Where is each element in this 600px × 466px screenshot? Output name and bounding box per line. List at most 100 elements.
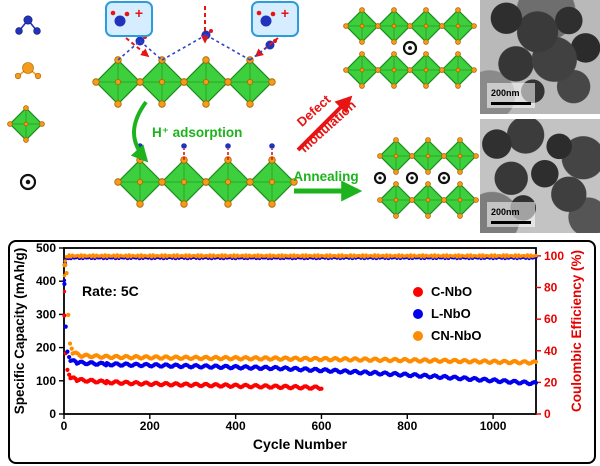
proton-atom [269, 143, 275, 149]
proton-cluster-icon [15, 15, 41, 35]
y-right-tick-label: 80 [544, 281, 558, 295]
niobium-atom [202, 78, 210, 86]
niobium-atom [455, 67, 461, 73]
oxygen-atom [202, 100, 210, 108]
oxygen-atom [457, 137, 463, 143]
x-tick-label: 600 [311, 419, 331, 433]
crystal-structures [7, 7, 479, 219]
niobium-atom [423, 67, 429, 73]
mechanism-schematic: + + H⁺ adsorption Defect modulation Anne… [7, 1, 479, 219]
data-point [64, 271, 69, 276]
tem-image-top: 200nm [480, 0, 600, 114]
octahedron [136, 56, 188, 108]
plus-charge-label: + [135, 5, 143, 21]
octahedron [439, 51, 477, 89]
h-adsorption-label: H⁺ adsorption [152, 125, 242, 140]
oxygen-atom [359, 51, 365, 57]
legend-label: CN-NbO [431, 328, 482, 343]
cycling-performance-chart: 0 200 400 600 800 1000 0 100 200 300 400 500 0 20 40 60… [12, 241, 584, 452]
data-point [63, 263, 68, 268]
oxygen-atom [158, 100, 166, 108]
legend-label: L-NbO [431, 306, 471, 321]
oxygen-atom [393, 137, 399, 143]
octahedron [409, 181, 447, 219]
y-right-tick-label: 40 [544, 344, 558, 358]
proton-insertion-arrow [254, 37, 279, 58]
oxygen-atom [409, 153, 415, 159]
octahedron [441, 137, 479, 175]
oxygen-atom [393, 169, 399, 175]
niobium-atom [455, 23, 461, 29]
oxygen-atom [393, 213, 399, 219]
niobium-atom [158, 78, 166, 86]
octahedron [343, 51, 381, 89]
oxygen-atom [359, 83, 365, 89]
oxygen-atom [391, 83, 397, 89]
oxygen-atom [290, 178, 298, 186]
oxygen-atom [423, 7, 429, 13]
y-left-tick-label: 200 [36, 341, 56, 355]
x-tick-label: 200 [140, 419, 160, 433]
niobium-atom [393, 153, 399, 159]
octahedron [441, 181, 479, 219]
octahedron [114, 156, 166, 208]
y-right-axis-title: Coulombic Efficiency (%) [569, 250, 584, 412]
octahedron [224, 56, 276, 108]
oxygen-atom [114, 100, 122, 108]
oxygen-atom [114, 178, 122, 186]
niobium-atom [391, 23, 397, 29]
oxygen-atom [441, 153, 447, 159]
octahedron [377, 181, 415, 219]
oxygen-atom [425, 169, 431, 175]
niobium-atom [359, 67, 365, 73]
y-left-tick-label: 500 [36, 242, 56, 255]
x-tick-label: 1000 [480, 419, 507, 433]
oxygen-atom [473, 153, 479, 159]
defect-modulation-label: Defect modulation [294, 91, 359, 155]
oxygen-atom [343, 67, 349, 73]
oxygen-vacancy-icon [437, 171, 451, 185]
x-tick-label: 800 [397, 419, 417, 433]
ion-atom [114, 15, 126, 27]
niobium-atom [359, 23, 365, 29]
oxygen-atom [92, 78, 100, 86]
oxygen-atom [391, 51, 397, 57]
y-left-tick-label: 400 [36, 274, 56, 288]
oxygen-atom [407, 23, 413, 29]
y-right-tick-label: 0 [544, 407, 551, 421]
ion-box-left: + [105, 1, 153, 37]
oxygen-atom [136, 78, 144, 86]
defect-modulation-arrow [296, 95, 353, 152]
x-tick-label: 0 [61, 419, 68, 433]
data-point [63, 324, 68, 329]
oxygen-atom [7, 121, 13, 127]
tem-image-bottom: 200nm [480, 119, 600, 233]
octahedron [343, 7, 381, 45]
y-right-tick-label: 100 [544, 249, 564, 263]
oxygen-atom [158, 178, 166, 186]
proton-atom [181, 143, 187, 149]
niobium-atom [114, 78, 122, 86]
oxygen-atom [23, 105, 29, 111]
oxygen-atom [375, 67, 381, 73]
oxygen-atom [136, 200, 144, 208]
oxygen-atom [455, 51, 461, 57]
proton-atom [225, 143, 231, 149]
oxygen-atom [423, 83, 429, 89]
y-right-tick-label: 60 [544, 312, 558, 326]
oxygen-atom [268, 200, 276, 208]
octahedron [409, 137, 447, 175]
oxygen-atom [39, 121, 45, 127]
oxygen-atom [377, 153, 383, 159]
efficiency-point [534, 253, 538, 258]
oxygen-atom [425, 213, 431, 219]
niobium-atom [423, 23, 429, 29]
plot-border [63, 247, 537, 415]
oxygen-atom [457, 181, 463, 187]
ion-box-right: + [251, 1, 299, 37]
oxygen-vacancy-icon [402, 40, 418, 56]
oxygen-vacancy-icon [405, 171, 419, 185]
y-left-tick-label: 0 [49, 407, 56, 421]
niobium-atom-icon [14, 62, 42, 80]
oxygen-atom [343, 23, 349, 29]
